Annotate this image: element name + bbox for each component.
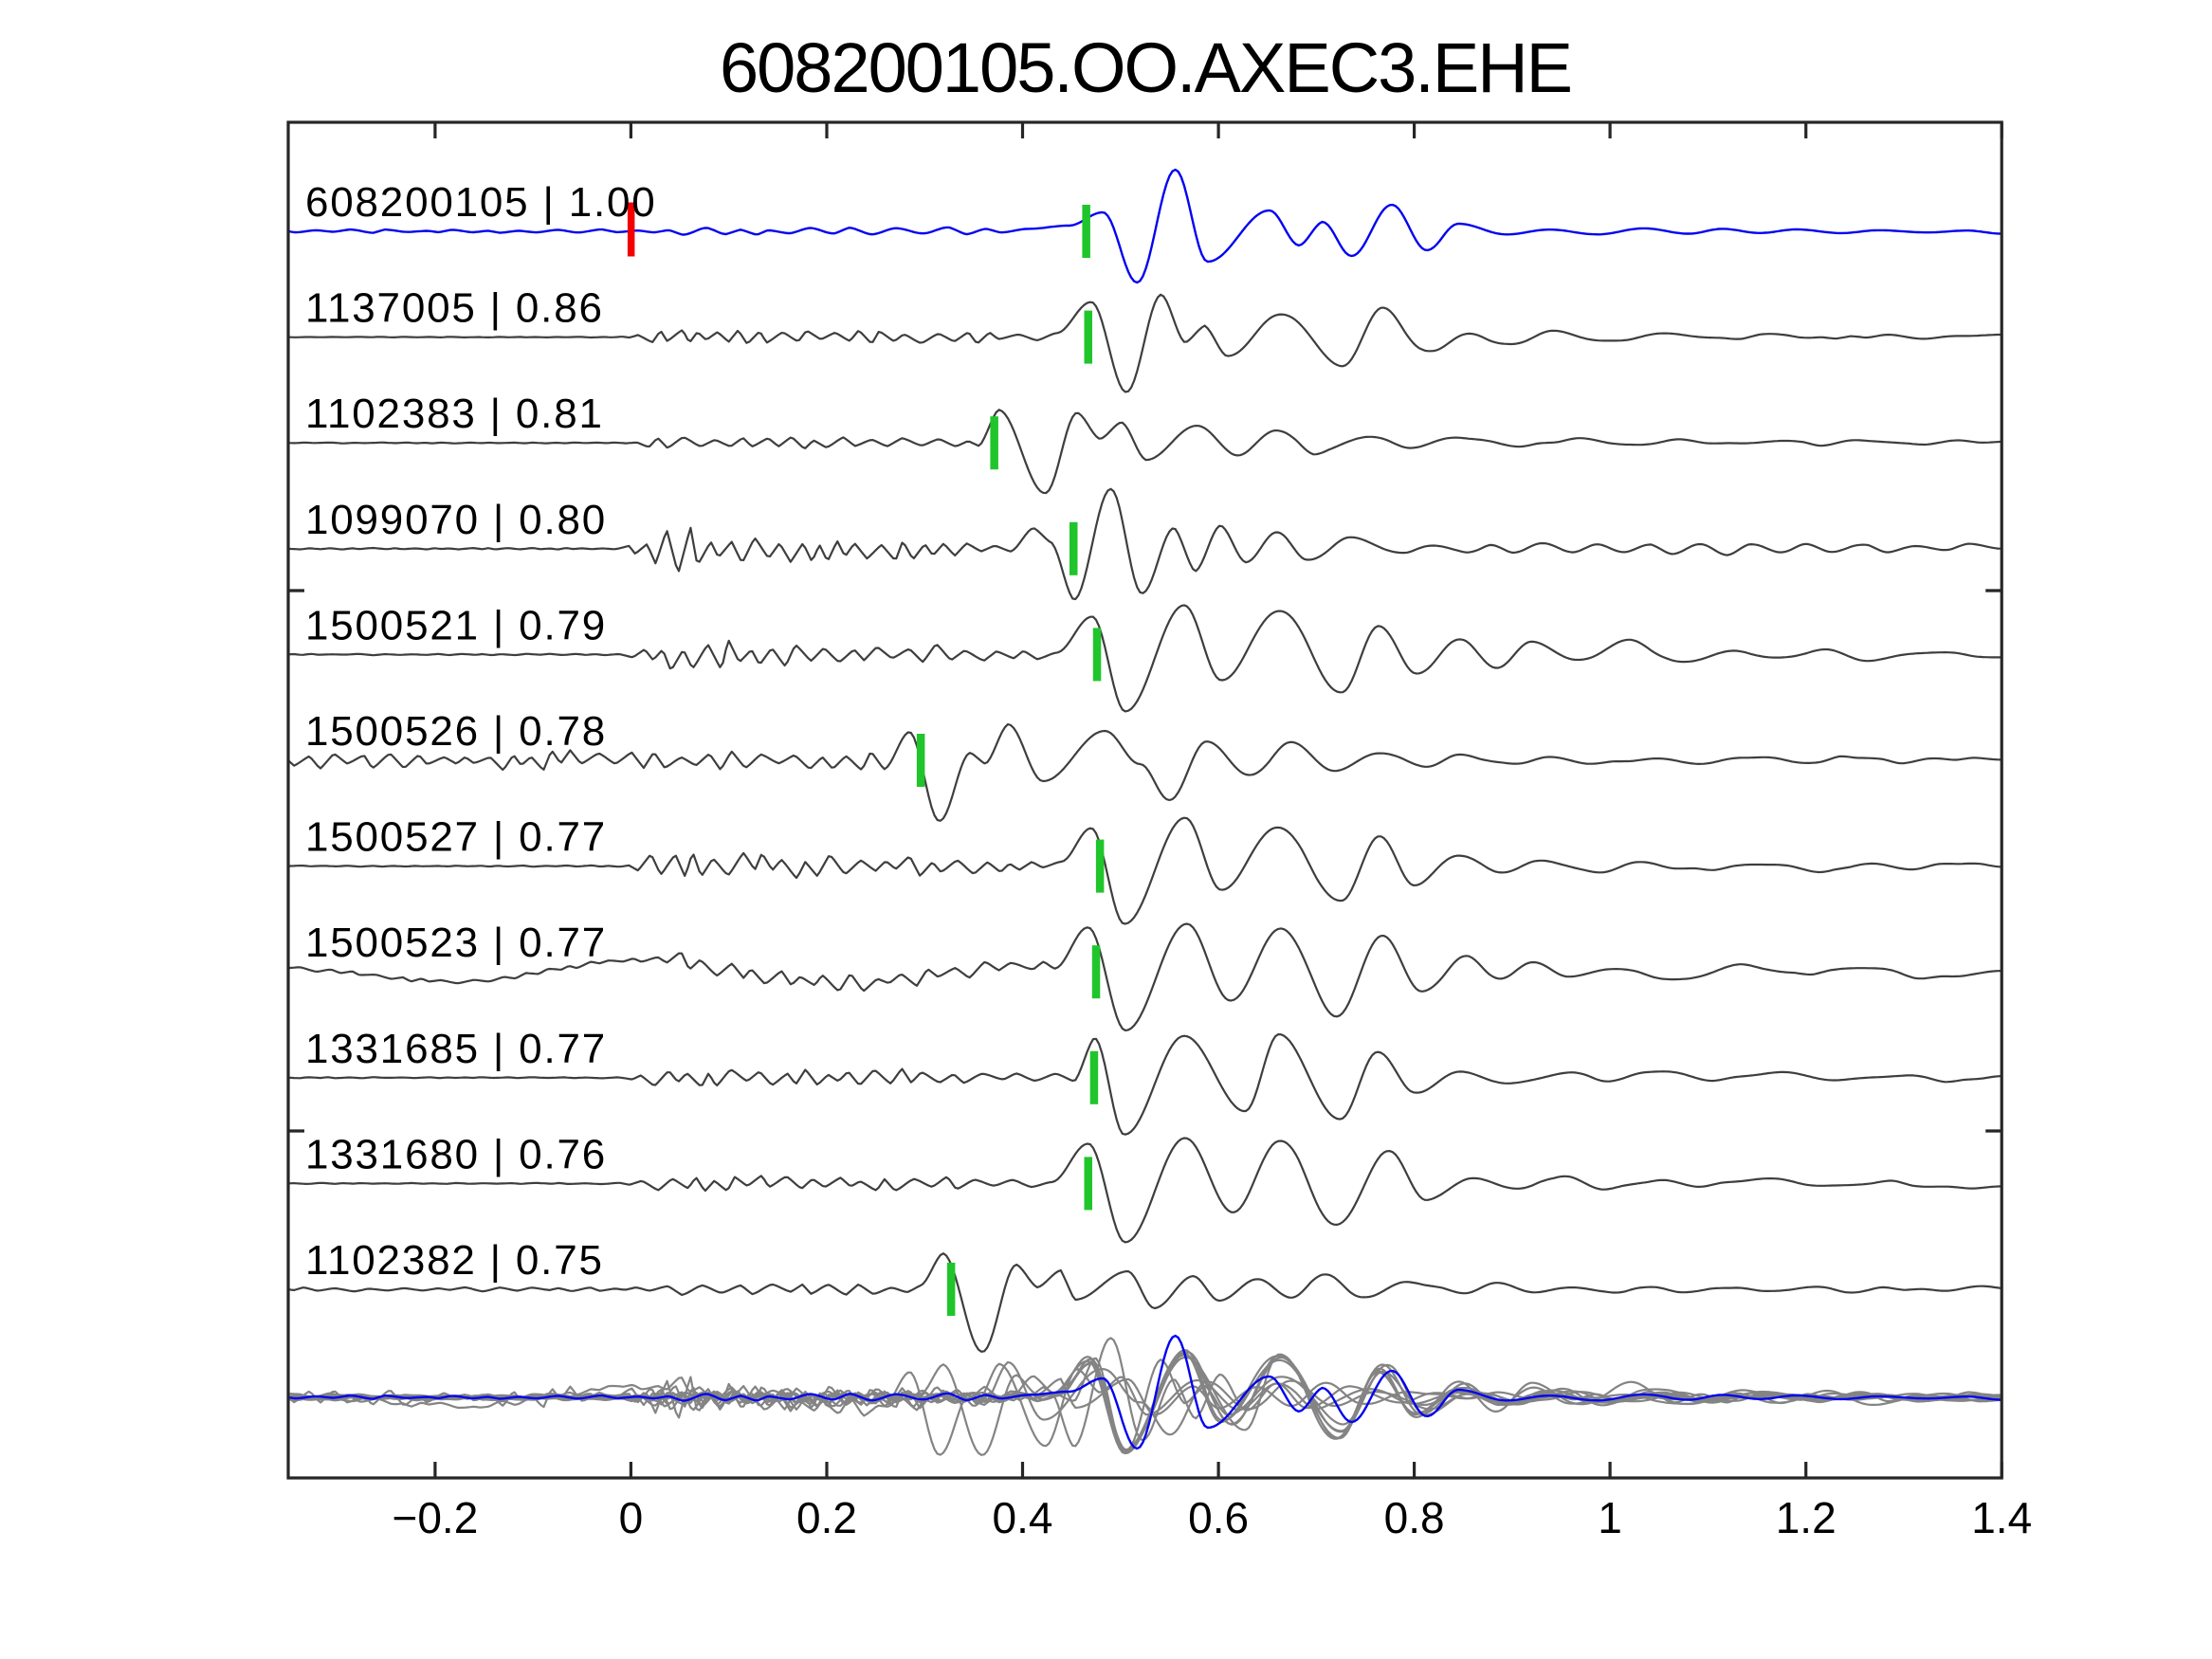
svg-text:1102382 | 0.75: 1102382 | 0.75 [305, 1237, 604, 1284]
svg-text:1: 1 [1598, 1493, 1622, 1542]
svg-text:0.4: 0.4 [993, 1493, 1053, 1542]
svg-text:1500523 | 0.77: 1500523 | 0.77 [305, 920, 607, 966]
svg-text:1.4: 1.4 [1971, 1493, 2032, 1542]
svg-text:1500521 | 0.79: 1500521 | 0.79 [305, 602, 607, 648]
svg-text:1102383 | 0.81: 1102383 | 0.81 [305, 391, 604, 437]
svg-text:0.2: 0.2 [796, 1493, 857, 1542]
svg-text:1137005 | 0.86: 1137005 | 0.86 [305, 285, 604, 332]
svg-text:−0.2: −0.2 [392, 1493, 478, 1542]
svg-text:1500527 | 0.77: 1500527 | 0.77 [305, 814, 607, 861]
svg-text:1500526 | 0.78: 1500526 | 0.78 [305, 708, 607, 755]
svg-text:608200105.OO.AXEC3.EHE: 608200105.OO.AXEC3.EHE [720, 28, 1571, 107]
svg-text:1331680 | 0.76: 1331680 | 0.76 [305, 1131, 607, 1177]
svg-text:0.8: 0.8 [1384, 1493, 1445, 1542]
svg-text:0: 0 [619, 1493, 644, 1542]
svg-text:0.6: 0.6 [1188, 1493, 1249, 1542]
svg-text:1099070 | 0.80: 1099070 | 0.80 [305, 497, 607, 543]
svg-text:608200105 | 1.00: 608200105 | 1.00 [305, 179, 657, 226]
svg-text:1331685 | 0.77: 1331685 | 0.77 [305, 1026, 607, 1072]
svg-text:1.2: 1.2 [1776, 1493, 1837, 1542]
